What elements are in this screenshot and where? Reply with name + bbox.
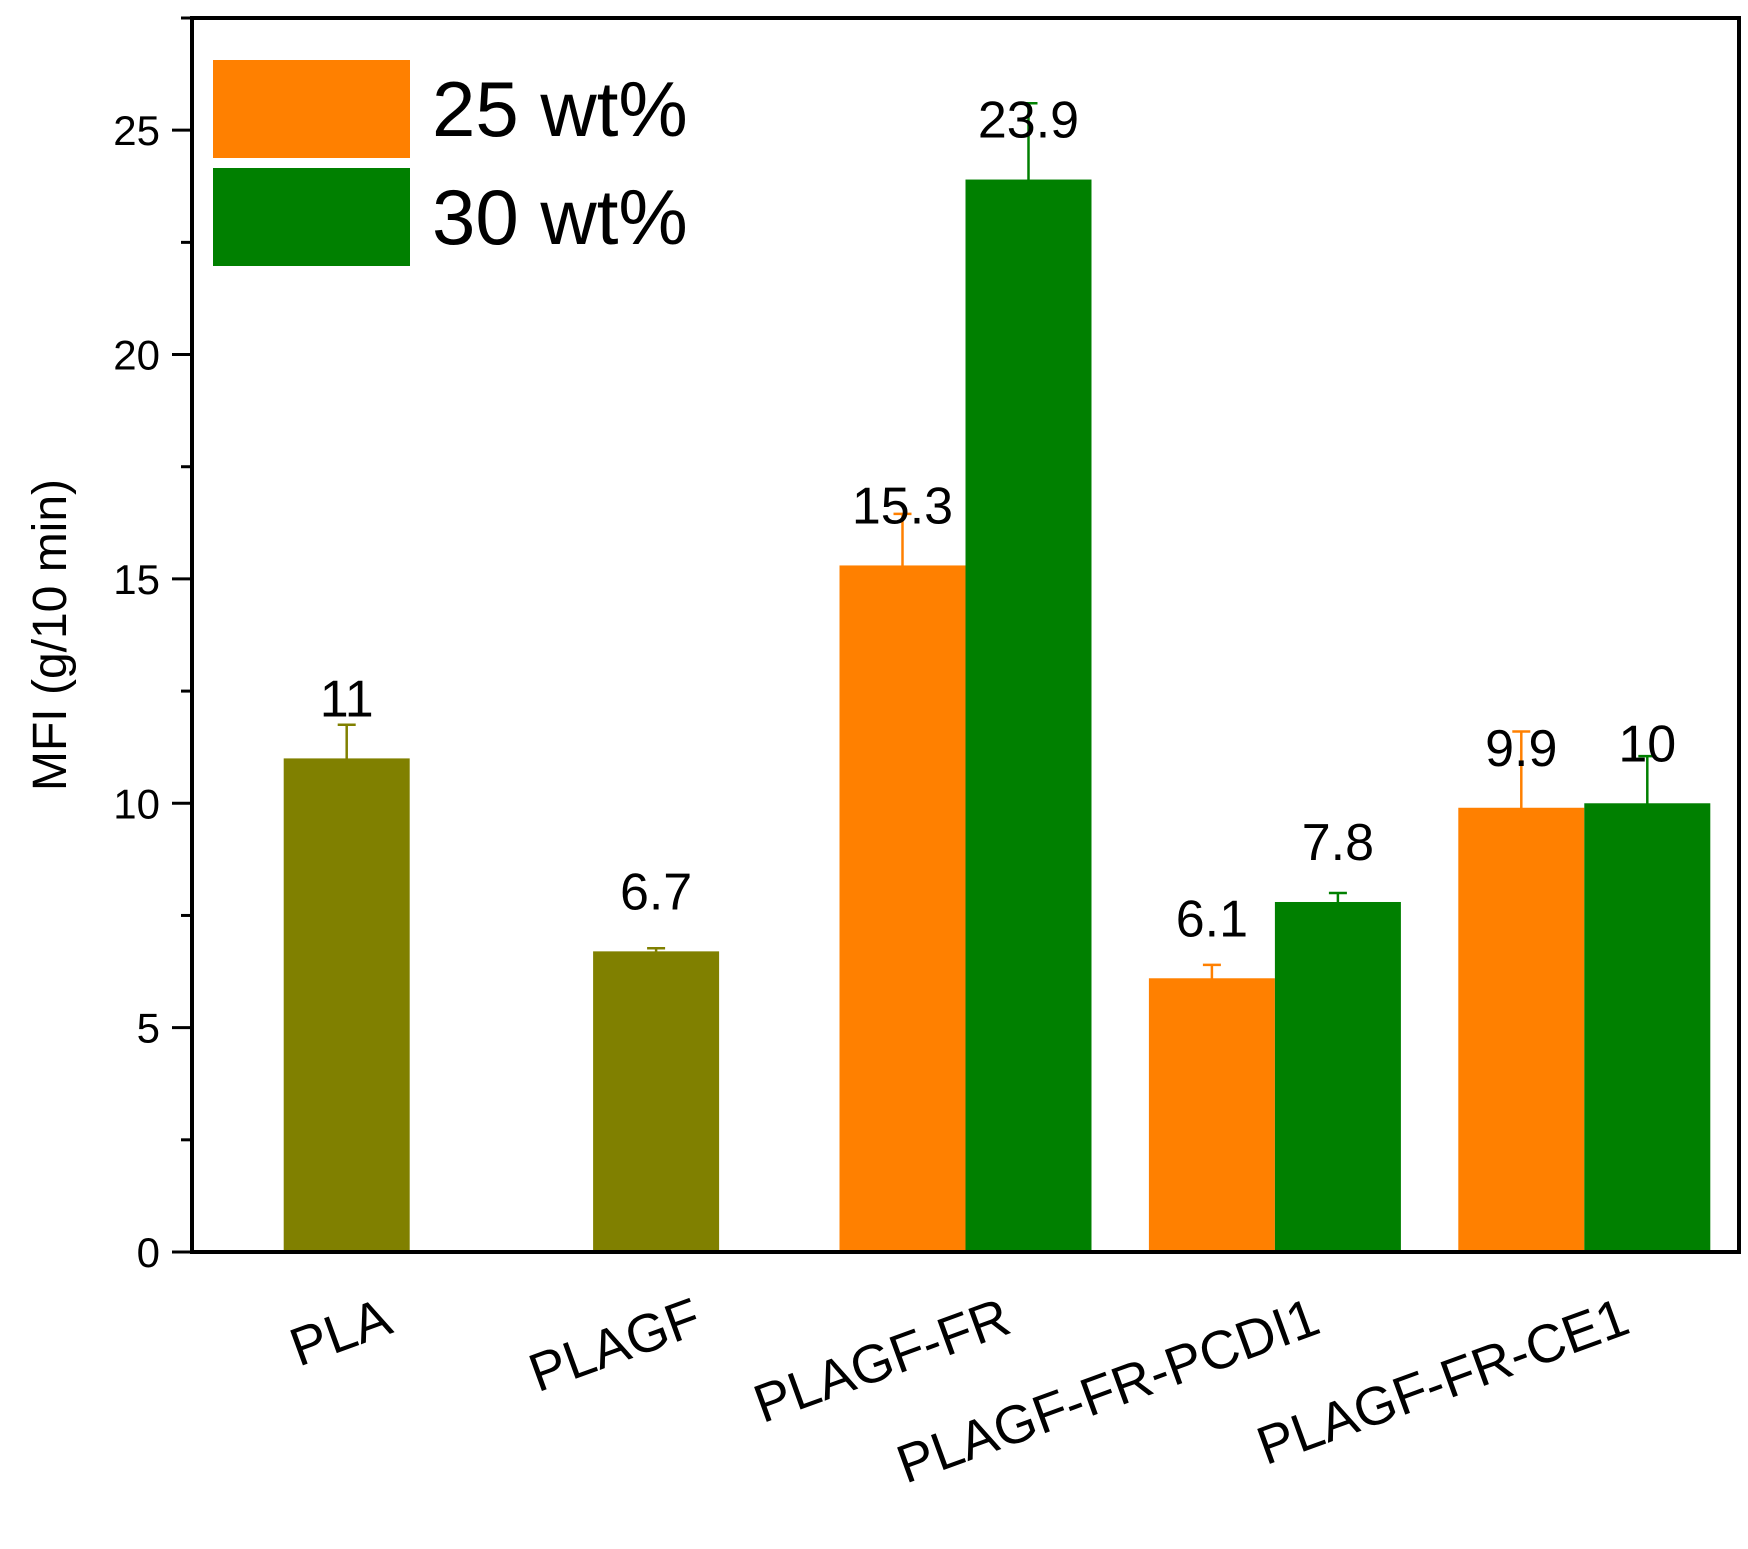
y-tick-label: 10 (113, 780, 160, 827)
y-tick-label: 25 (113, 107, 160, 154)
bar-s1-2 (965, 179, 1092, 1252)
data-label-single-1: 6.7 (620, 863, 692, 921)
axes-layer (190, 16, 1741, 1254)
y-tick-label: 15 (113, 556, 160, 603)
data-label-s0-2: 15.3 (852, 477, 953, 535)
data-label-s1-4: 10 (1618, 715, 1676, 773)
data-label-s1-3: 7.8 (1302, 814, 1374, 872)
legend: 25 wt% 30 wt% (213, 60, 688, 266)
data-label-s0-4: 9.9 (1485, 720, 1557, 778)
error-bars-layer (337, 102, 1657, 993)
legend-label-1: 30 wt% (432, 173, 688, 261)
bar-s1-4 (1584, 803, 1711, 1252)
y-axis-ticks: 0 5 10 15 20 25 (113, 16, 192, 1276)
plot-frame (190, 16, 1741, 1254)
bar-single-1 (593, 951, 720, 1252)
data-label-s1-2: 23.9 (978, 92, 1079, 150)
bar-single-0 (283, 758, 410, 1252)
legend-swatch-1 (213, 168, 410, 266)
data-label-single-0: 11 (320, 670, 374, 728)
x-category-label: PLAGF (521, 1287, 708, 1404)
data-labels-layer: 11 6.7 15.3 23.9 6.1 7.8 9.9 10 (320, 92, 1677, 949)
y-tick-label: 5 (137, 1005, 160, 1052)
y-tick-label: 20 (113, 332, 160, 379)
y-tick-label: 0 (137, 1229, 160, 1276)
legend-label-0: 25 wt% (432, 65, 688, 153)
bar-s1-3 (1274, 901, 1401, 1252)
x-category-label: PLA (282, 1287, 398, 1378)
bar-s0-2 (839, 565, 966, 1252)
data-label-s0-3: 6.1 (1176, 890, 1248, 948)
bar-s0-3 (1148, 978, 1275, 1252)
x-axis-category-labels: PLA PLAGF PLAGF-FRPLAGF-FR-PCDI1PLAGF-FR-C… (282, 1287, 1636, 1495)
legend-swatch-0 (213, 60, 410, 158)
bars-layer (283, 179, 1711, 1252)
y-axis-title: MFI (g/10 min) (24, 479, 77, 791)
